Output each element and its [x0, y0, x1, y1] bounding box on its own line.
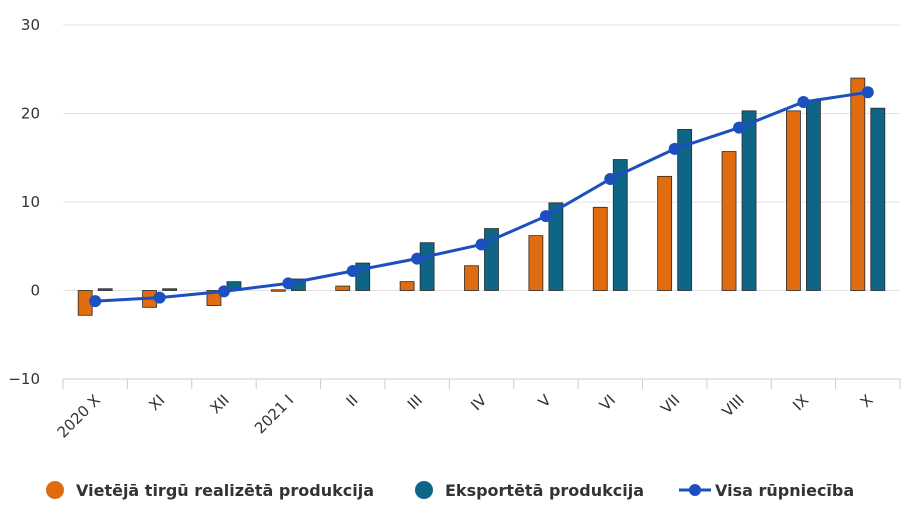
bar-export: [612, 159, 628, 291]
line-point: [733, 121, 746, 134]
legend-item[interactable]: Eksportētā produkcija: [415, 481, 644, 500]
bar-export: [484, 228, 499, 291]
line-point: [861, 86, 874, 99]
line-point: [475, 238, 488, 251]
bar-export: [677, 129, 693, 291]
y-tick-label: 0: [30, 282, 40, 300]
line-point: [797, 95, 810, 108]
x-tick-label: VII: [657, 391, 683, 417]
bar-export: [162, 288, 177, 291]
legend-label: Vietējā tirgū realizētā produkcija: [76, 481, 374, 500]
bars: [77, 77, 886, 316]
legend-swatch: [415, 481, 433, 499]
bar-export: [97, 288, 113, 291]
line-point: [217, 285, 230, 298]
x-tick-label: VI: [596, 391, 619, 414]
bar-domestic: [657, 175, 673, 291]
grid: [63, 24, 900, 291]
y-axis: −10 0 10 20 30: [8, 16, 40, 388]
line-point: [668, 142, 681, 155]
x-tick-label: XII: [207, 391, 233, 417]
bar-domestic: [850, 77, 866, 291]
line-point: [411, 252, 424, 265]
bar-export: [870, 107, 886, 291]
line-series: [89, 86, 874, 308]
y-tick-label: 30: [21, 16, 40, 34]
x-tick-label: 2020 X: [54, 391, 104, 441]
bar-export: [419, 242, 435, 291]
bar-export: [741, 110, 757, 291]
bar-domestic: [464, 265, 479, 291]
bar-domestic: [335, 285, 351, 291]
bar-domestic: [206, 290, 222, 306]
legend: Vietējā tirgū realizētā produkcija Ekspor…: [46, 481, 854, 500]
x-tick-label: VIII: [718, 391, 747, 420]
bar-domestic: [721, 151, 737, 291]
line-point: [153, 291, 166, 304]
y-tick-label: 20: [21, 105, 40, 123]
x-tick-label: V: [535, 391, 556, 412]
x-tick-label: III: [404, 391, 426, 413]
x-tick-label: 2021 I: [251, 391, 297, 437]
line-point: [539, 210, 552, 223]
y-tick-label: 10: [21, 193, 40, 211]
x-tick-label: IV: [467, 391, 491, 415]
line-point: [89, 295, 102, 308]
legend-item[interactable]: Vietējā tirgū realizētā produkcija: [46, 481, 374, 500]
x-axis: 2020 X XI XII 2021 I II III IV V VI VII VIII IX X: [54, 378, 901, 441]
legend-item[interactable]: Visa rūpniecība: [679, 481, 854, 500]
x-tick-label: IX: [789, 391, 812, 414]
bar-export: [806, 100, 821, 291]
x-tick-label: X: [857, 391, 877, 411]
line-point: [282, 277, 295, 290]
legend-label: Visa rūpniecība: [715, 481, 854, 500]
y-tick-label: −10: [8, 370, 40, 388]
bar-domestic: [786, 110, 801, 291]
x-tick-label: XI: [145, 391, 168, 414]
bar-domestic: [399, 281, 415, 291]
legend-marker: [689, 484, 701, 496]
legend-swatch: [46, 481, 64, 499]
line-point: [604, 172, 617, 185]
bar-export: [548, 202, 564, 291]
bar-domestic: [270, 289, 286, 292]
line-point: [346, 265, 359, 278]
bar-domestic: [592, 206, 608, 291]
bar-domestic: [528, 235, 544, 291]
legend-label: Eksportētā produkcija: [445, 481, 644, 500]
x-tick-label: II: [343, 391, 362, 410]
